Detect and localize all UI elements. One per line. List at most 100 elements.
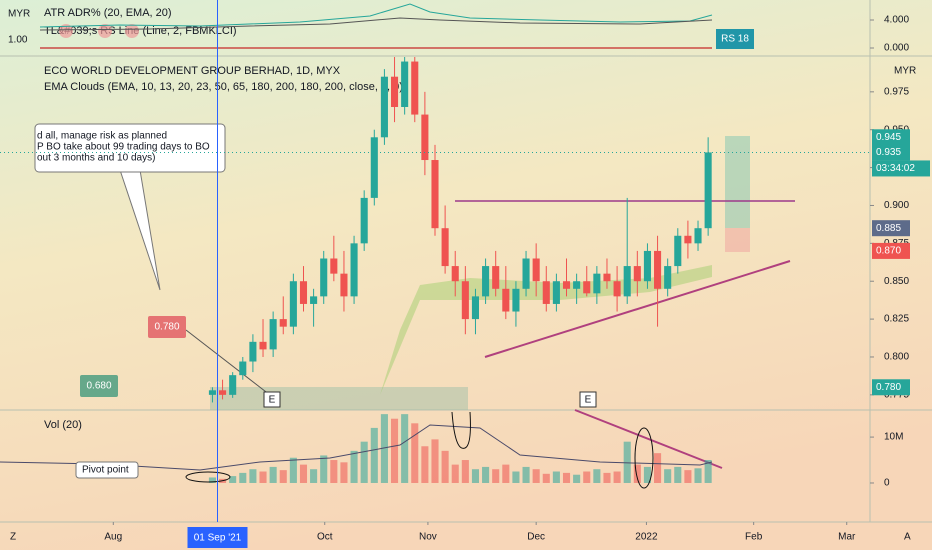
trend-line bbox=[484, 260, 791, 358]
candle-body bbox=[482, 266, 490, 297]
volume-bar bbox=[330, 460, 338, 483]
volume-bar bbox=[674, 466, 682, 483]
x-tick-label: Aug bbox=[104, 532, 122, 543]
candle-body bbox=[694, 228, 702, 244]
price-label: 0.885 bbox=[876, 223, 901, 234]
x-tick-label: Feb bbox=[745, 532, 763, 543]
volume-bar bbox=[654, 453, 662, 483]
rs-badge-text: RS 18 bbox=[721, 34, 749, 45]
volume-bar bbox=[360, 441, 368, 483]
base-box bbox=[210, 387, 468, 410]
candle-body bbox=[674, 235, 682, 267]
volume-bar bbox=[583, 471, 591, 483]
candle-body bbox=[401, 61, 409, 107]
chart-title: ECO WORLD DEVELOPMENT GROUP BERHAD, 1D, … bbox=[44, 65, 341, 77]
volume-bar bbox=[603, 472, 611, 483]
callout-text: out 3 months and 10 days) bbox=[37, 153, 155, 164]
candle-body bbox=[654, 250, 662, 289]
candle-body bbox=[512, 288, 520, 312]
stop-zone bbox=[725, 228, 750, 252]
hand-circle bbox=[185, 471, 231, 483]
candle-body bbox=[299, 281, 308, 304]
candle-body bbox=[330, 258, 338, 274]
volume-bar bbox=[441, 450, 449, 483]
price-label-box bbox=[872, 129, 910, 146]
y-tick-label: 0 bbox=[884, 478, 890, 489]
earnings-text: E bbox=[585, 395, 592, 406]
price-label-box bbox=[872, 220, 910, 237]
x-tick-label: Dec bbox=[527, 532, 545, 543]
earnings-marker[interactable] bbox=[263, 391, 281, 408]
volume-bar bbox=[694, 468, 702, 483]
target-zone bbox=[725, 136, 750, 228]
price-label: 0.945 bbox=[876, 132, 901, 143]
volume-bar bbox=[239, 472, 247, 483]
axis-button[interactable]: Z bbox=[10, 532, 16, 543]
price-note-text: 0.780 bbox=[154, 322, 179, 333]
volume-bar bbox=[471, 469, 480, 483]
event-dot bbox=[98, 24, 112, 38]
candle-body bbox=[421, 114, 429, 161]
pivot-box bbox=[75, 461, 139, 479]
volume-bar bbox=[542, 473, 550, 483]
candle-body bbox=[502, 288, 510, 312]
volume-bar bbox=[613, 471, 621, 483]
candle-body bbox=[633, 266, 641, 282]
y-tick-label: 0.825 bbox=[884, 314, 909, 325]
candle-body bbox=[623, 266, 631, 297]
volume-bar bbox=[320, 455, 328, 483]
volume-bar bbox=[522, 466, 530, 483]
candle-body bbox=[522, 258, 530, 289]
candle-body bbox=[249, 341, 257, 362]
volume-bar bbox=[299, 464, 308, 483]
volume-bar bbox=[269, 466, 277, 483]
volume-bar bbox=[573, 474, 581, 483]
volume-bar bbox=[482, 466, 490, 483]
price-label-box bbox=[872, 144, 910, 161]
candle-body bbox=[360, 197, 368, 244]
label-pointer bbox=[185, 329, 271, 396]
volume-title: Vol (20) bbox=[44, 419, 82, 431]
candle-body bbox=[573, 281, 581, 289]
price-label-box bbox=[872, 379, 910, 396]
y-tick-label: 0.000 bbox=[884, 43, 909, 54]
candle-body bbox=[380, 76, 388, 138]
candle-body bbox=[532, 258, 540, 282]
volume-bar bbox=[411, 423, 419, 483]
volume-bar bbox=[370, 427, 378, 483]
volume-bar bbox=[502, 464, 510, 483]
price-note-text: 0.680 bbox=[86, 381, 111, 392]
volume-bar bbox=[664, 469, 672, 483]
candle-body bbox=[542, 281, 550, 304]
indicator-name: EMA Clouds (EMA, 10, 13, 20, 23, 50, 65,… bbox=[44, 81, 403, 93]
candle-body bbox=[350, 243, 358, 297]
candle-body bbox=[552, 281, 560, 304]
y-tick-label: 4.000 bbox=[884, 15, 909, 26]
volume-bar bbox=[633, 464, 641, 483]
x-tick-label: 2022 bbox=[635, 532, 658, 543]
volume-bar bbox=[562, 472, 571, 483]
y-tick-label: 10M bbox=[884, 432, 903, 443]
top-scale: 1.00 bbox=[8, 35, 28, 46]
price-note bbox=[80, 375, 118, 397]
candle-body bbox=[411, 61, 419, 115]
x-tick-label: Oct bbox=[317, 532, 333, 543]
candle-body bbox=[613, 281, 621, 297]
volume-ma bbox=[0, 424, 713, 471]
earnings-text: E bbox=[269, 395, 276, 406]
candle-body bbox=[562, 281, 571, 289]
candle-body bbox=[289, 281, 297, 327]
callout-text: P BO take about 99 trading days to BO bbox=[37, 142, 210, 153]
hand-circle bbox=[451, 411, 471, 449]
volume-bar bbox=[208, 477, 216, 483]
price-note bbox=[148, 316, 186, 338]
volume-bar bbox=[421, 446, 429, 483]
callout-text: d all, manage risk as planned bbox=[37, 131, 167, 142]
volume-bar bbox=[593, 469, 601, 483]
volume-bar bbox=[461, 460, 469, 483]
axis-button[interactable]: A bbox=[904, 532, 911, 543]
earnings-marker[interactable] bbox=[579, 391, 597, 408]
volume-bar bbox=[340, 462, 348, 483]
candle-body bbox=[259, 341, 267, 350]
candle-body bbox=[704, 152, 712, 229]
